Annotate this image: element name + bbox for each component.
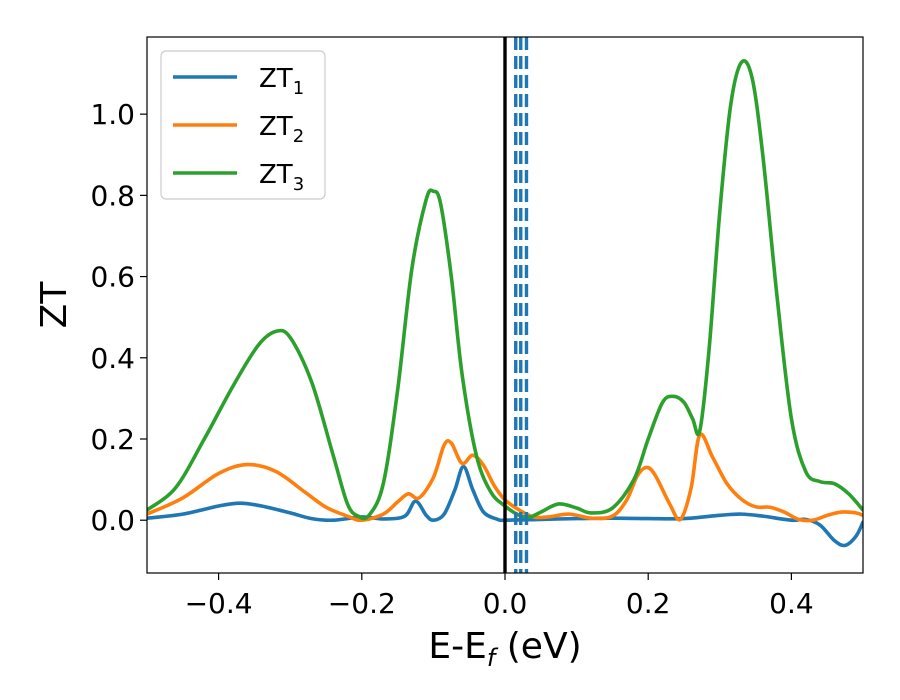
y-tick-label: 0.8	[90, 179, 135, 212]
y-axis: 0.0 0.2 0.4 0.6 0.8 1.0	[90, 98, 147, 537]
y-tick-label: 0.2	[90, 423, 135, 456]
x-tick-label: 0.0	[483, 587, 528, 620]
x-tick-label: 0.2	[626, 587, 671, 620]
x-axis-label: E-Ef (eV)	[428, 626, 581, 672]
y-tick-label: 0.4	[90, 342, 135, 375]
series-line-zt3	[147, 58, 863, 521]
y-tick-label: 0.0	[90, 504, 135, 537]
legend-label: ZT2	[259, 112, 304, 147]
x-axis: −0.4 −0.2 0.0 0.2 0.4	[185, 573, 814, 620]
legend-box	[160, 50, 326, 200]
x-tick-label: −0.4	[185, 587, 253, 620]
plot-area	[147, 37, 863, 573]
y-axis-label: ZT	[34, 281, 75, 329]
legend: ZT1 ZT2 ZT3	[160, 50, 326, 200]
legend-label: ZT3	[259, 160, 304, 195]
y-tick-label: 1.0	[90, 98, 135, 131]
series-line-zt1	[147, 464, 863, 548]
legend-label: ZT1	[259, 64, 304, 99]
y-tick-label: 0.6	[90, 261, 135, 294]
series-line-zt2	[147, 432, 863, 523]
x-tick-label: 0.4	[769, 587, 814, 620]
x-tick-label: −0.2	[328, 587, 396, 620]
